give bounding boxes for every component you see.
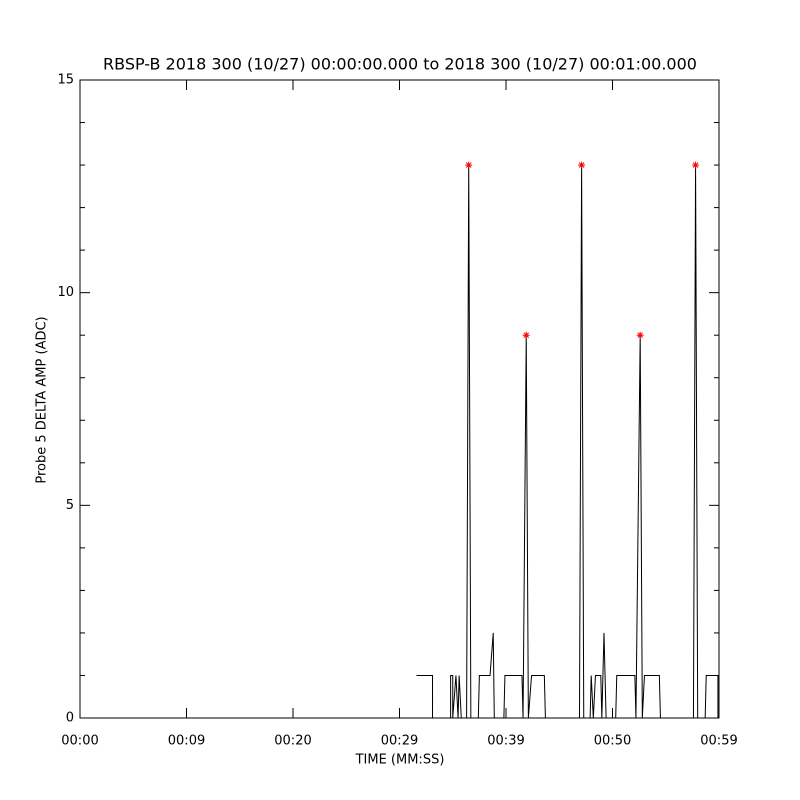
y-tick-label: 15 [57,73,74,88]
peak-marker [578,161,586,169]
x-tick-label: 00:50 [594,734,631,749]
peak-marker [636,331,644,339]
peak-marker [522,331,530,339]
peak-marker [465,161,473,169]
x-tick-label: 00:39 [487,734,524,749]
y-tick-label: 5 [66,498,74,513]
x-tick-label: 00:09 [168,734,205,749]
chart-title: RBSP-B 2018 300 (10/27) 00:00:00.000 to … [103,55,697,74]
y-tick-label: 10 [57,285,74,300]
y-tick-label: 0 [66,711,74,726]
x-tick-label: 00:00 [61,734,98,749]
y-axis-label: Probe 5 DELTA AMP (ADC) [35,316,50,483]
x-axis-label: TIME (MM:SS) [355,753,445,768]
x-tick-label: 00:59 [700,734,737,749]
x-tick-label: 00:20 [274,734,311,749]
x-tick-label: 00:29 [381,734,418,749]
peak-marker [692,161,700,169]
data-line [416,165,719,719]
